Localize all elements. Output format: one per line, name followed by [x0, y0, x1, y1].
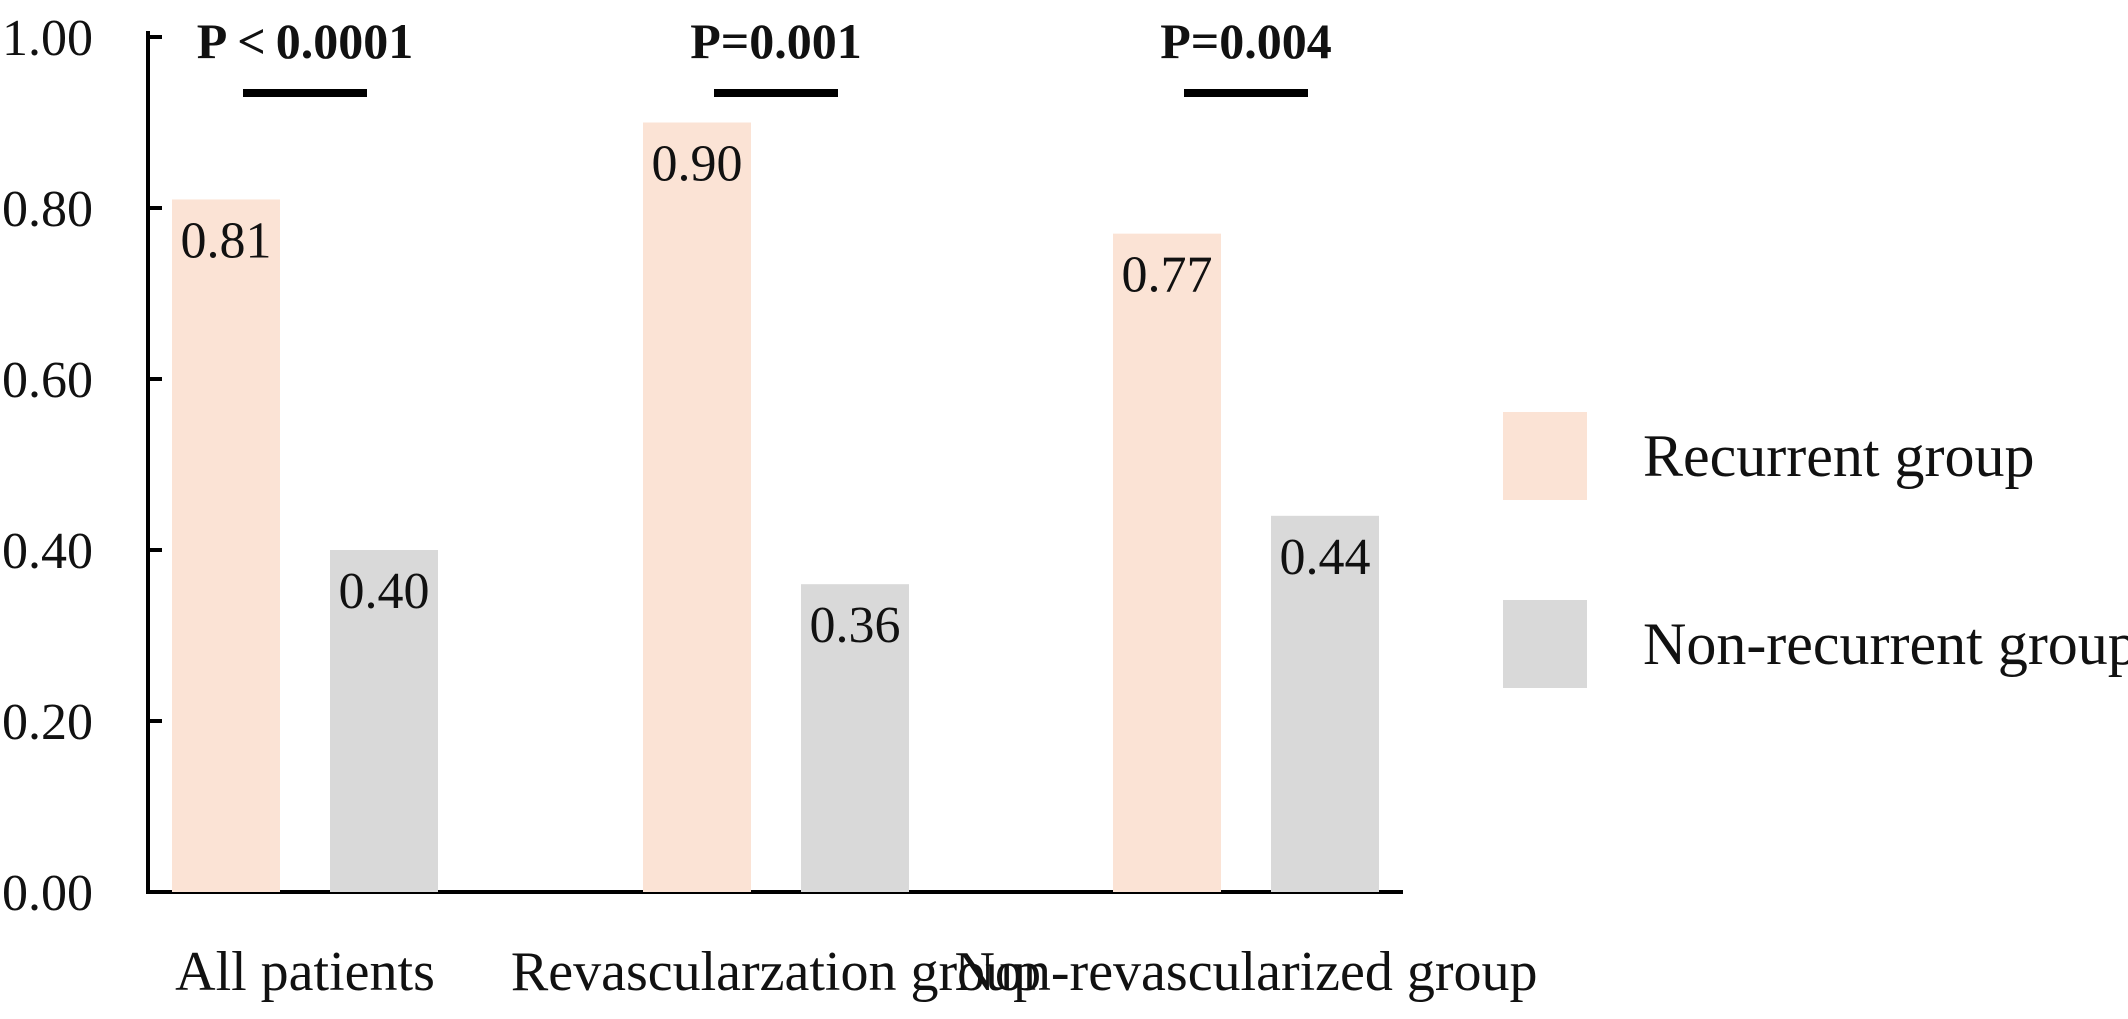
y-tick-label: 0.00 [2, 865, 93, 922]
bar-non-recurrent [330, 550, 438, 892]
legend-label: Non-recurrent group [1643, 611, 2128, 677]
data-labels: 0.81 0.40 0.90 0.36 0.77 0.44 [181, 136, 1371, 655]
y-tick-label: 0.60 [2, 352, 93, 409]
data-label: 0.40 [339, 563, 430, 620]
y-tick-label: 1.00 [2, 10, 93, 67]
x-category-label: Non-revascularized group [954, 941, 1537, 1003]
p-value-label: P < 0.0001 [197, 13, 414, 69]
data-label: 0.81 [181, 212, 272, 269]
x-category-label: All patients [175, 941, 435, 1003]
y-tick-label: 0.40 [2, 523, 93, 580]
bar-non-recurrent [801, 584, 909, 892]
bar-recurrent [172, 199, 280, 892]
data-label: 0.77 [1122, 247, 1213, 304]
data-label: 0.90 [652, 136, 743, 193]
x-category-label: Revascularzation group [511, 941, 1041, 1003]
y-tick-label: 0.20 [2, 694, 93, 751]
y-tick-label: 0.80 [2, 181, 93, 238]
bar-recurrent [643, 122, 751, 892]
p-value-label: P=0.001 [690, 13, 862, 69]
p-value-label: P=0.004 [1160, 13, 1332, 69]
legend: Recurrent group Non-recurrent group [1503, 412, 2128, 688]
legend-swatch-non-recurrent [1503, 600, 1587, 688]
legend-swatch-recurrent [1503, 412, 1587, 500]
bar-recurrent [1113, 233, 1221, 892]
p-value-annotations: P < 0.0001 P=0.001 P=0.004 [197, 13, 1332, 97]
data-label: 0.44 [1280, 529, 1371, 586]
axes: 0.00 0.20 0.40 0.60 0.80 1.00 All patients Reva… [2, 10, 1538, 1003]
bars [172, 122, 1379, 892]
data-label: 0.36 [810, 597, 901, 654]
legend-label: Recurrent group [1643, 423, 2035, 489]
bar-non-recurrent [1271, 515, 1379, 892]
